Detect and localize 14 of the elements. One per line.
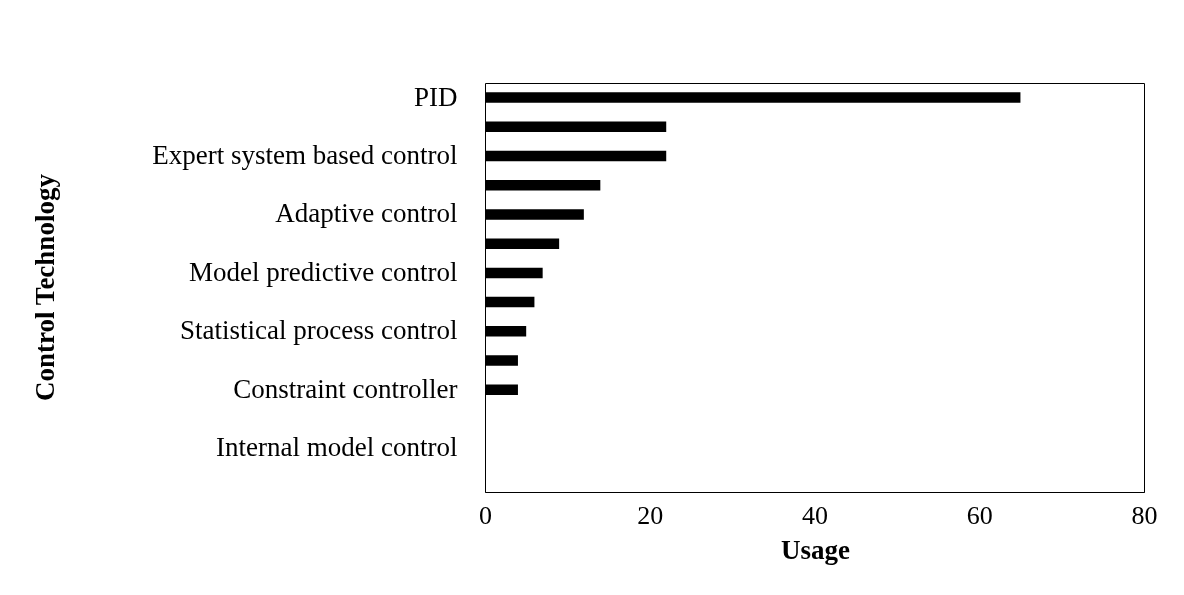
x-tick-label: 40 bbox=[802, 500, 828, 530]
y-axis-title: Control Technology bbox=[29, 173, 60, 401]
y-tick-label: Constraint controller bbox=[233, 373, 458, 404]
y-tick-label: Model predictive control bbox=[189, 256, 458, 287]
x-tick-label: 80 bbox=[1131, 500, 1158, 530]
y-tick-label: Statistical process control bbox=[180, 315, 458, 346]
x-tick-label: 60 bbox=[966, 500, 993, 530]
y-tick-label: Internal model control bbox=[216, 432, 458, 463]
x-tick-label: 20 bbox=[637, 500, 664, 530]
y-tick-label: Adaptive control bbox=[275, 198, 458, 229]
x-axis-title: Usage bbox=[781, 534, 851, 565]
y-tick-label: Expert system based control bbox=[152, 140, 458, 171]
y-tick-label: PID bbox=[413, 81, 458, 112]
x-tick-label: 0 bbox=[479, 500, 492, 530]
